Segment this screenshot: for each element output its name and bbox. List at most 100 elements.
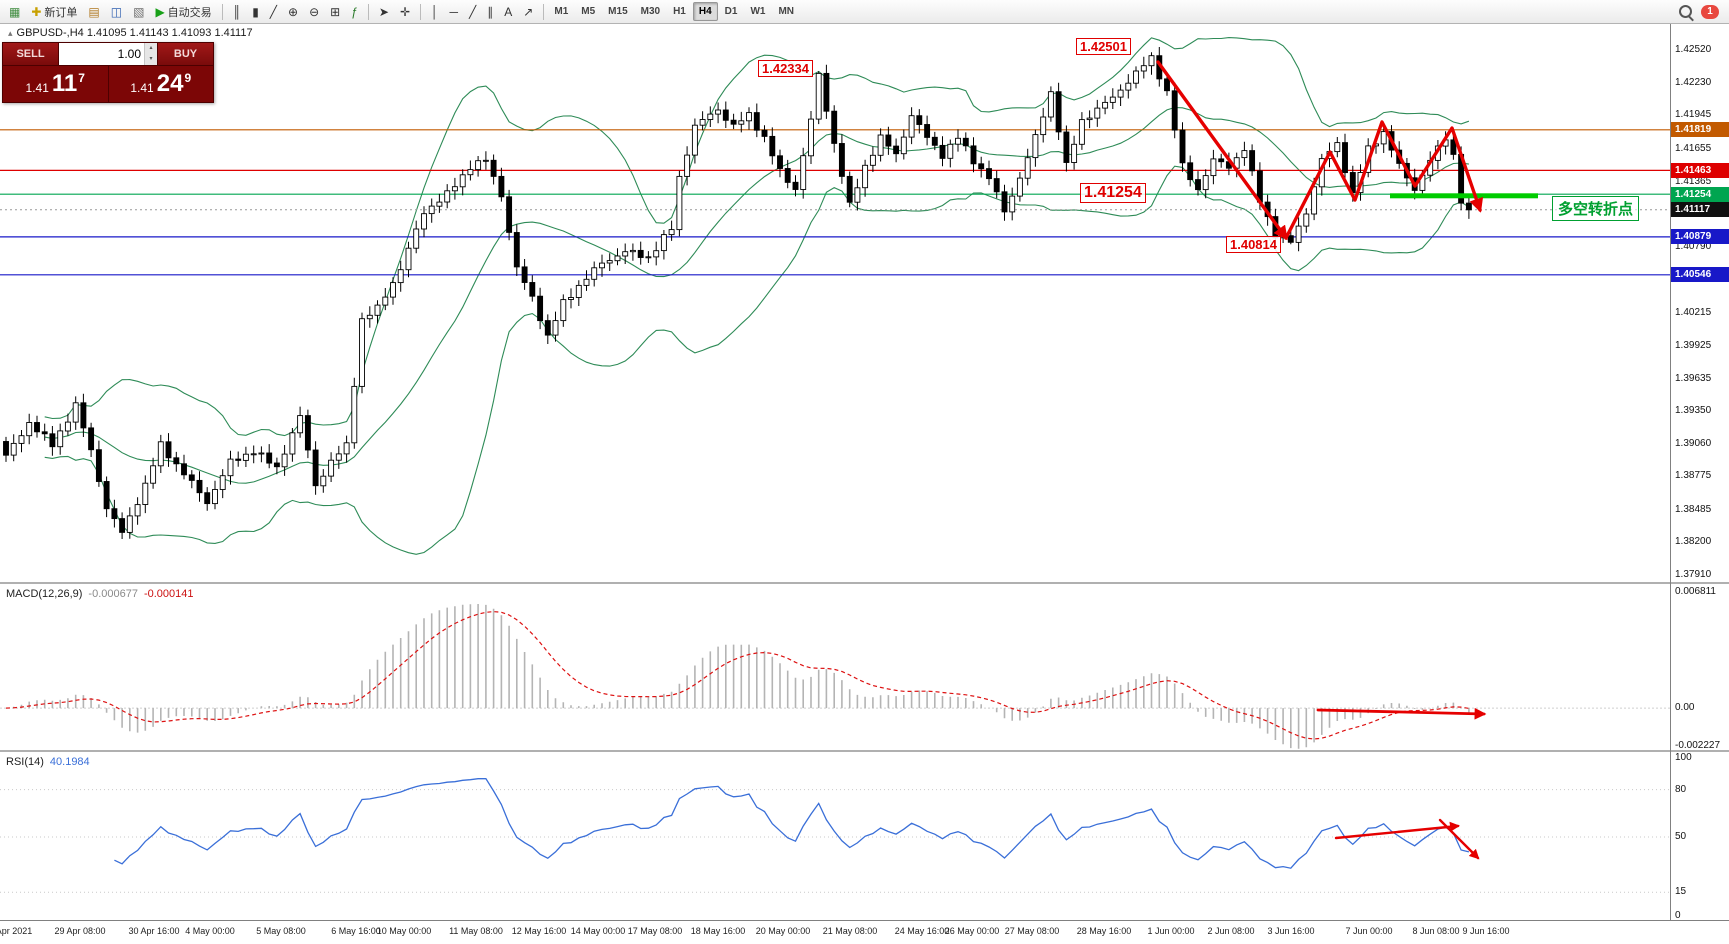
time-axis-label: 26 May 00:00 <box>944 926 1000 936</box>
buy-price[interactable]: 1.41 24 9 <box>107 66 214 102</box>
navigator-icon[interactable]: ▧ <box>128 1 149 23</box>
line-chart-icon[interactable]: ╱ <box>265 1 282 23</box>
macd-value-main: -0.000677 <box>88 588 138 600</box>
price-annotation-box[interactable]: 1.42501 <box>1076 38 1131 55</box>
rsi-indicator-label: RSI(14) 40.1984 <box>6 756 90 768</box>
scale-tick: 1.42520 <box>1675 44 1712 55</box>
horizontal-line-icon[interactable]: ─ <box>445 1 464 23</box>
scale-tick: -0.002227 <box>1675 740 1721 751</box>
channel-icon[interactable]: ∥ <box>482 1 498 23</box>
timeframe-m15[interactable]: M15 <box>608 6 628 17</box>
toolbar-buttons-group: ▦ ✚ 新订单 ▤ ◫ ▧ ▶ 自动交易 ║ ▮ ╱ ⊕ ⊖ ⊞ ƒ ➤ ✛ │ ─ ╱ ∥ A ↗ <box>4 1 548 23</box>
price-level-tag: 1.40546 <box>1671 267 1729 283</box>
market-watch-icon[interactable]: ▤ <box>83 1 104 23</box>
toolbar-separator <box>543 3 545 20</box>
time-axis-label: 20 May 00:00 <box>755 926 811 936</box>
panel-separator[interactable] <box>0 582 1729 584</box>
data-window-icon[interactable]: ◫ <box>106 1 127 23</box>
price-annotation-box[interactable]: 1.40814 <box>1226 236 1281 253</box>
indicators-icon: ƒ <box>351 4 358 19</box>
sell-price-small: 1.41 <box>25 81 49 95</box>
navigator-icon: ▧ <box>133 4 145 19</box>
price-level-tag: 1.41463 <box>1671 162 1729 178</box>
scale-tick: 80 <box>1675 783 1687 795</box>
price-level-tag: 1.41254 <box>1671 186 1729 202</box>
rsi-panel-canvas[interactable] <box>0 752 1670 920</box>
candles-icon[interactable]: ▮ <box>247 1 264 23</box>
scale-tick: 0 <box>1675 910 1681 921</box>
rsi-value: 40.1984 <box>49 756 90 768</box>
text-icon[interactable]: A <box>499 1 517 23</box>
time-axis-label: 28 May 16:00 <box>1076 926 1132 936</box>
crosshair-icon[interactable]: ✛ <box>395 1 415 23</box>
timeframe-h1[interactable]: H1 <box>673 6 686 17</box>
volume-down-icon[interactable]: ▾ <box>144 54 157 65</box>
buy-button[interactable]: BUY <box>158 43 213 65</box>
zoom-in-icon[interactable]: ⊕ <box>283 1 303 23</box>
time-axis-label: 10 May 00:00 <box>376 926 432 936</box>
zoom-out-icon: ⊖ <box>309 4 320 19</box>
macd-value-signal: -0.000141 <box>143 588 194 600</box>
scale-tick: 1.38775 <box>1675 470 1712 482</box>
chart-title: ▴ GBPUSD-,H4 1.41095 1.41143 1.41093 1.41… <box>8 27 253 39</box>
zoom-out-icon[interactable]: ⊖ <box>304 1 324 23</box>
bars-icon[interactable]: ║ <box>228 1 247 23</box>
timeframe-m30[interactable]: M30 <box>640 6 661 17</box>
volume-stepper: ▴ ▾ <box>144 43 157 65</box>
market-watch-icon: ▤ <box>88 4 100 19</box>
time-axis-label: 21 May 08:00 <box>822 926 878 936</box>
scale-tick: 1.41945 <box>1675 109 1712 121</box>
chart-type-icon: ▴ <box>8 28 13 38</box>
time-axis-label: 29 Apr 08:00 <box>54 926 106 936</box>
scale-tick: 1.39350 <box>1675 405 1712 416</box>
scale-tick: 0.006811 <box>1675 586 1716 597</box>
timeframe-m5[interactable]: M5 <box>581 6 596 17</box>
timeframe-d1[interactable]: D1 <box>724 6 738 17</box>
timeframe-mn[interactable]: MN <box>778 6 795 17</box>
time-axis-label: 14 May 00:00 <box>570 926 626 936</box>
vertical-line-icon[interactable]: │ <box>426 1 444 23</box>
timeframe-m1[interactable]: M1 <box>554 6 569 17</box>
time-axis-label: 18 May 16:00 <box>690 926 746 936</box>
search-icon[interactable] <box>1679 5 1692 18</box>
sell-price-sup: 7 <box>78 71 85 85</box>
time-axis-label: 30 Apr 16:00 <box>128 926 180 936</box>
main-chart-canvas[interactable] <box>0 24 1670 582</box>
cursor-icon: ➤ <box>378 4 389 19</box>
sell-button[interactable]: SELL <box>3 43 58 65</box>
scale-tick: 1.41655 <box>1675 142 1712 154</box>
time-axis-label: 2 Jun 08:00 <box>1207 926 1255 936</box>
price-annotation-box[interactable]: 1.42334 <box>758 60 813 77</box>
trendline-icon[interactable]: ╱ <box>464 1 481 23</box>
tile-windows-icon[interactable]: ⊞ <box>325 1 345 23</box>
sell-price[interactable]: 1.41 11 7 <box>3 66 108 102</box>
panel-separator[interactable] <box>0 750 1729 752</box>
annotation-turning-point[interactable]: 多空转折点 <box>1552 196 1640 221</box>
volume-field: ▴ ▾ <box>58 43 158 65</box>
new-chart-icon: ▦ <box>9 4 21 19</box>
scale-tick: 1.41365 <box>1675 175 1712 187</box>
volume-up-icon[interactable]: ▴ <box>144 43 157 54</box>
zoom-in-icon: ⊕ <box>288 4 299 19</box>
draw-arrow-icon[interactable]: ↗ <box>518 1 538 23</box>
timeframe-h4[interactable]: H4 <box>692 2 718 21</box>
time-axis-label: 12 May 16:00 <box>511 926 567 936</box>
price-annotation-box[interactable]: 1.41254 <box>1080 183 1146 203</box>
indicators-icon[interactable]: ƒ <box>346 1 363 23</box>
timeframe-w1[interactable]: W1 <box>750 6 766 17</box>
volume-input[interactable] <box>59 43 144 65</box>
scale-tick: 1.38485 <box>1675 503 1712 515</box>
cursor-icon[interactable]: ➤ <box>374 1 394 23</box>
buy-price-big: 24 <box>156 70 184 97</box>
new-order-button[interactable]: ✚ 新订单 <box>26 1 82 23</box>
scale-tick: 1.40215 <box>1675 306 1712 318</box>
new-order-icon: ✚ <box>31 4 42 19</box>
toolbar-right-group: 1 <box>1679 4 1725 19</box>
autotrading-button[interactable]: ▶ 自动交易 <box>150 1 216 23</box>
scale-tick: 50 <box>1675 831 1687 842</box>
notification-badge[interactable]: 1 <box>1701 4 1719 19</box>
new-chart-icon[interactable]: ▦ <box>4 1 25 23</box>
time-axis-label: 3 Jun 16:00 <box>1267 926 1315 936</box>
macd-panel-canvas[interactable] <box>0 584 1670 750</box>
horizontal-line-icon: ─ <box>449 4 459 19</box>
